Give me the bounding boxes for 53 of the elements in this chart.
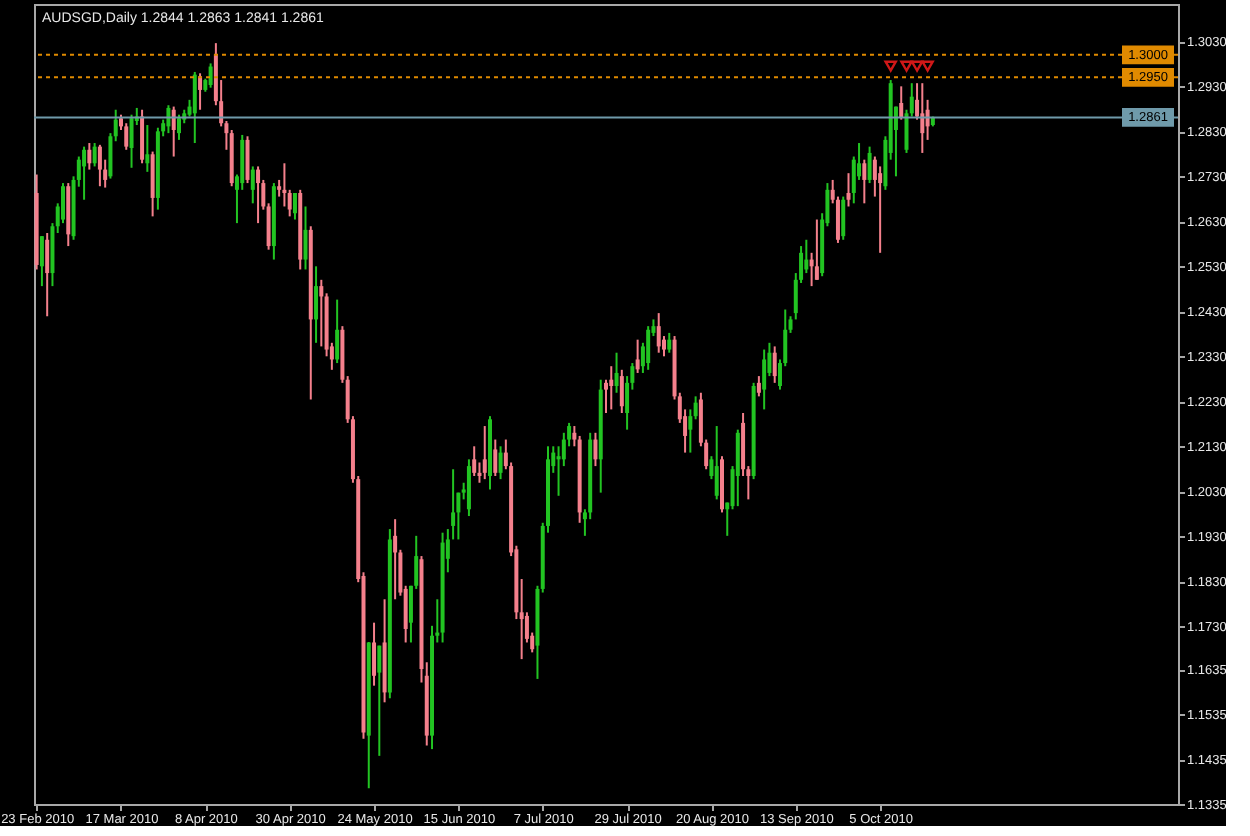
candlestick: [303, 205, 308, 271]
candlestick: [145, 124, 150, 173]
candlestick: [377, 644, 382, 757]
candlestick: [129, 113, 134, 169]
candlestick: [124, 122, 129, 151]
candlestick: [814, 218, 819, 281]
candlestick: [393, 518, 398, 601]
candlestick: [150, 150, 155, 218]
candlestick: [667, 331, 672, 354]
candlestick: [472, 445, 477, 477]
candlestick: [319, 278, 324, 348]
candlestick: [493, 438, 498, 477]
candlestick: [82, 145, 87, 201]
candlestick: [335, 298, 340, 365]
candlestick: [646, 325, 651, 371]
candlestick: [97, 143, 102, 188]
candlestick: [314, 265, 319, 344]
candlestick: [87, 142, 92, 171]
candlestick: [593, 431, 598, 468]
candlestick: [846, 172, 851, 208]
candlestick: [208, 62, 213, 89]
candlestick: [482, 425, 487, 481]
candlestick: [61, 182, 65, 225]
candlestick: [735, 428, 740, 508]
candlestick: [256, 165, 261, 225]
candlestick: [635, 338, 640, 374]
candlestick: [756, 375, 761, 398]
candlestick: [45, 232, 50, 318]
candlestick: [372, 621, 377, 687]
candlestick: [282, 162, 287, 208]
candlestick: [466, 458, 471, 518]
candlestick: [862, 158, 867, 205]
candlestick: [920, 82, 925, 154]
candlestick: [878, 165, 883, 254]
candlestick: [841, 195, 846, 241]
candlestick: [609, 365, 614, 411]
candlestick: [498, 445, 503, 481]
candlestick: [245, 135, 250, 185]
candlestick: [619, 368, 624, 414]
candlestick: [714, 425, 719, 501]
candlestick: [92, 142, 97, 168]
candlestick: [656, 312, 661, 354]
candlestick: [176, 113, 181, 141]
candlestick: [772, 345, 777, 384]
candlestick: [804, 238, 809, 275]
candlestick: [762, 348, 767, 411]
candlestick: [867, 145, 872, 185]
candlestick: [39, 235, 44, 288]
candlestick: [292, 191, 297, 221]
candlestick: [250, 165, 255, 205]
candlestick: [192, 70, 197, 145]
candlestick: [140, 108, 145, 165]
candlestick: [614, 351, 619, 394]
